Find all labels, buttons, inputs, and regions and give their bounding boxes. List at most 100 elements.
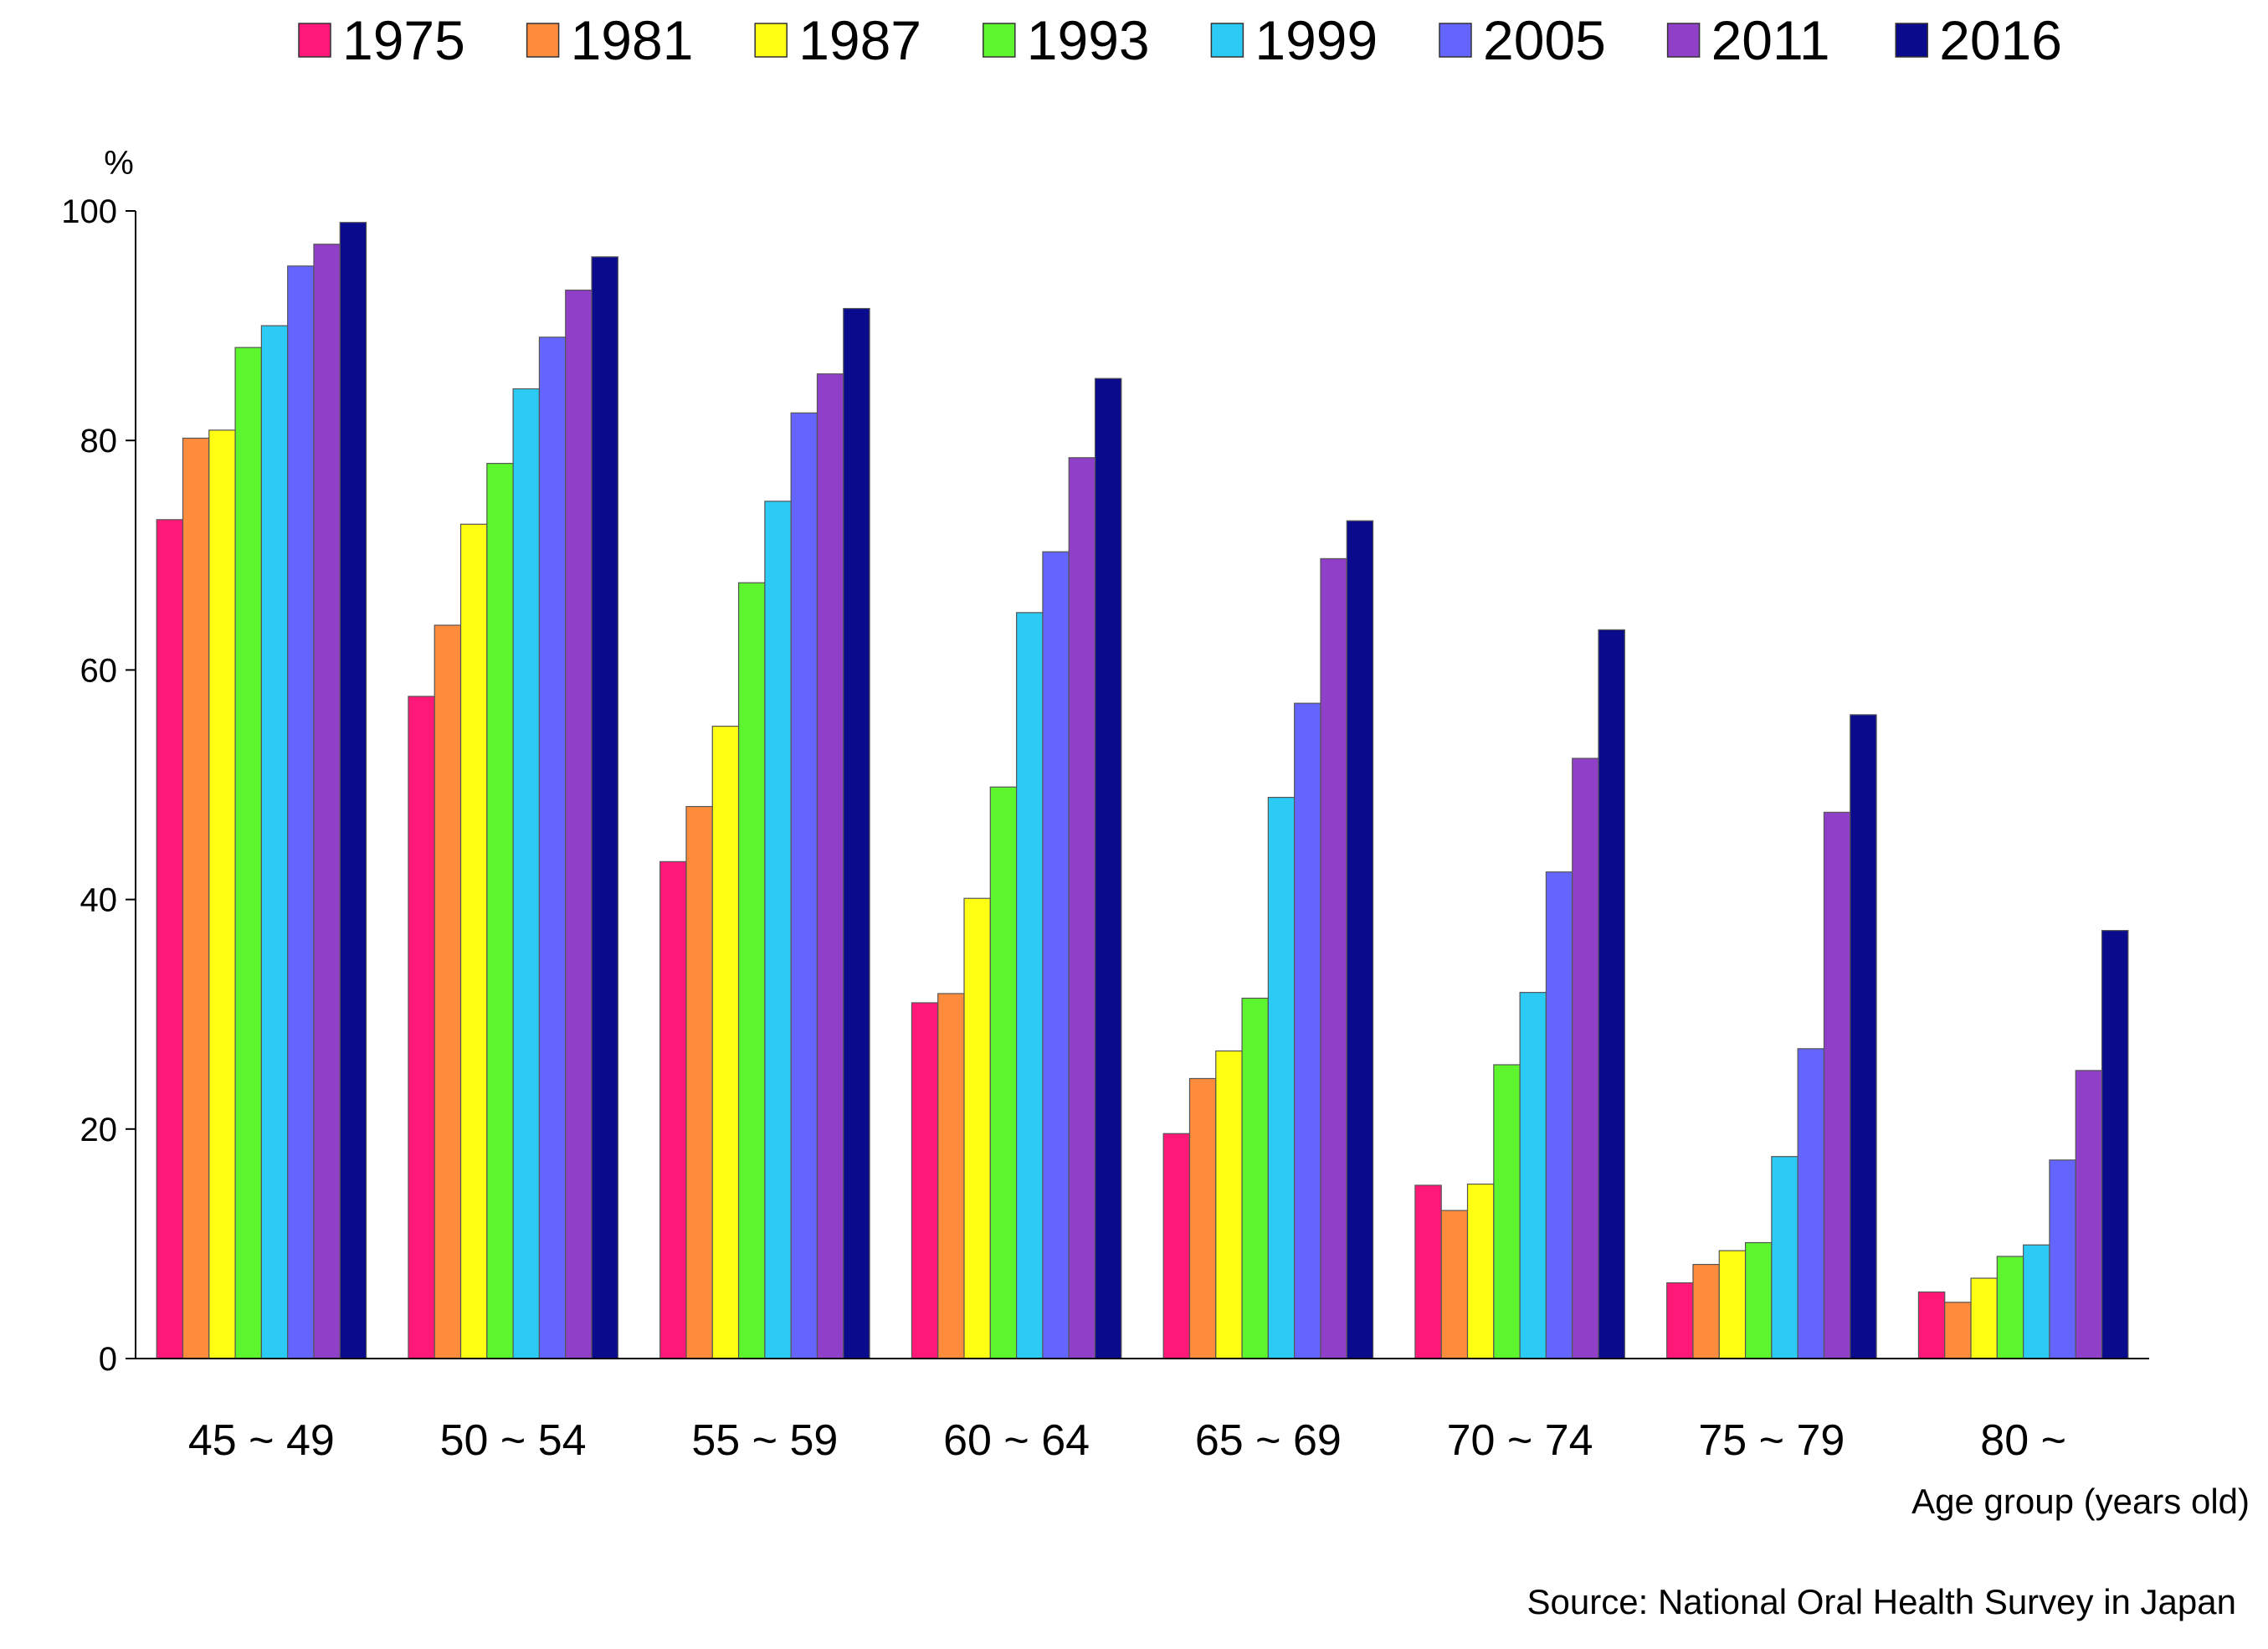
bars [156, 222, 2129, 1359]
bar-1993-2 [737, 582, 766, 1359]
bar-2005-3 [1042, 551, 1070, 1359]
bar-2011-5 [1572, 758, 1599, 1359]
bar-1993-5 [1493, 1064, 1521, 1359]
x-category-label: 80 ~ [1980, 1416, 2066, 1465]
legend-swatch-2016 [1895, 23, 1928, 58]
x-axis-title: Age group (years old) [1911, 1482, 2250, 1521]
x-axis-category-labels: 45 ~ 49 50 ~ 54 55 ~ 59 60 ~ 64 65 ~ 69 70 ~ … [188, 1416, 2066, 1465]
bar-1999-1 [512, 388, 541, 1359]
y-tick-label: 80 [80, 423, 118, 460]
y-axis-unit-label: % [104, 145, 134, 182]
bar-2011-7 [2075, 1070, 2103, 1359]
legend-swatch-2011 [1666, 23, 1701, 58]
bar-1975-4 [1162, 1133, 1191, 1359]
bar-2005-0 [287, 265, 315, 1359]
bar-1981-4 [1188, 1077, 1217, 1359]
bar-1993-4 [1241, 997, 1269, 1359]
bar-1999-6 [1771, 1156, 1798, 1359]
bar-2016-3 [1094, 378, 1122, 1359]
bar-1981-5 [1440, 1210, 1469, 1359]
bar-1987-1 [459, 523, 488, 1359]
bar-2016-2 [843, 307, 870, 1359]
bar-1975-7 [1917, 1291, 1946, 1359]
source-note: Source: National Oral Health Survey in J… [1527, 1582, 2236, 1621]
bar-1981-1 [434, 624, 462, 1359]
bar-1975-3 [911, 1002, 939, 1359]
legend-swatch-1987 [754, 23, 788, 58]
x-category-label: 70 ~ 74 [1447, 1416, 1593, 1465]
legend-label-1993: 1993 [1027, 9, 1150, 71]
bar-2005-2 [790, 412, 818, 1359]
bar-1981-0 [182, 437, 210, 1359]
bar-2005-4 [1294, 702, 1321, 1359]
bar-2005-6 [1797, 1048, 1825, 1359]
bar-1975-1 [408, 696, 435, 1359]
bar-1987-0 [208, 429, 236, 1359]
y-tick-label: 40 [80, 882, 118, 919]
bar-1987-4 [1215, 1050, 1243, 1359]
bar-1999-0 [260, 325, 289, 1359]
y-tick-label: 60 [80, 652, 118, 689]
legend-swatch-1993 [983, 23, 1016, 58]
bar-2011-0 [313, 244, 341, 1359]
bar-1993-7 [1996, 1256, 2024, 1359]
bar-1981-7 [1944, 1302, 1972, 1359]
bar-2016-0 [339, 222, 367, 1359]
bar-1975-6 [1666, 1282, 1694, 1359]
bar-2016-5 [1598, 629, 1625, 1359]
y-tick-label: 20 [80, 1112, 118, 1148]
bar-2016-6 [1850, 714, 1877, 1359]
x-category-label: 55 ~ 59 [691, 1416, 838, 1465]
bar-2011-2 [816, 373, 844, 1359]
legend-swatch-1975 [298, 23, 331, 58]
bar-1999-7 [2023, 1244, 2050, 1359]
bar-2005-1 [538, 336, 567, 1359]
bar-1981-2 [685, 805, 713, 1359]
bar-1981-3 [937, 993, 965, 1359]
y-axis-ticks: 0 20 40 60 80 100 [61, 193, 136, 1378]
legend-label-2011: 2011 [1711, 9, 1830, 71]
bar-1993-6 [1744, 1241, 1773, 1359]
legend-label-2005: 2005 [1483, 9, 1606, 71]
bar-2016-4 [1346, 520, 1374, 1359]
bar-1987-6 [1718, 1250, 1747, 1359]
legend-label-1987: 1987 [798, 9, 921, 71]
bar-1999-2 [764, 501, 792, 1359]
bar-1999-5 [1519, 992, 1547, 1359]
legend: 1975 1981 1987 1993 1999 2005 2011 2016 [298, 9, 2062, 71]
legend-swatch-1981 [526, 23, 560, 58]
bar-2011-3 [1068, 457, 1096, 1359]
legend-label-1999: 1999 [1255, 9, 1378, 71]
bar-1987-5 [1466, 1184, 1495, 1359]
bar-1981-6 [1692, 1263, 1720, 1359]
legend-label-1975: 1975 [342, 9, 465, 71]
x-category-label: 60 ~ 64 [943, 1416, 1090, 1465]
legend-label-1981: 1981 [571, 9, 694, 71]
bar-1987-2 [711, 725, 740, 1359]
bar-2011-4 [1320, 557, 1347, 1359]
bar-1999-4 [1267, 796, 1296, 1359]
bar-2011-6 [1823, 811, 1851, 1359]
bar-2005-7 [2049, 1159, 2076, 1359]
bar-1999-3 [1016, 612, 1044, 1359]
bar-2011-1 [565, 290, 593, 1359]
bar-2005-5 [1545, 871, 1573, 1359]
x-category-label: 45 ~ 49 [188, 1416, 335, 1465]
y-tick-label: 0 [99, 1341, 117, 1378]
legend-label-2016: 2016 [1939, 9, 2062, 71]
bar-1987-7 [1970, 1277, 1998, 1359]
legend-swatch-2005 [1439, 23, 1472, 58]
x-category-label: 50 ~ 54 [440, 1416, 587, 1465]
y-tick-label: 100 [61, 193, 117, 230]
bar-2016-1 [591, 256, 618, 1359]
bar-1975-0 [156, 519, 184, 1359]
bar-1975-2 [659, 860, 687, 1359]
x-category-label: 65 ~ 69 [1195, 1416, 1342, 1465]
bar-1975-5 [1414, 1184, 1442, 1359]
bar-1993-1 [486, 463, 514, 1359]
legend-swatch-1999 [1210, 23, 1244, 58]
bar-1987-3 [963, 897, 991, 1359]
bar-2016-7 [2101, 930, 2129, 1359]
